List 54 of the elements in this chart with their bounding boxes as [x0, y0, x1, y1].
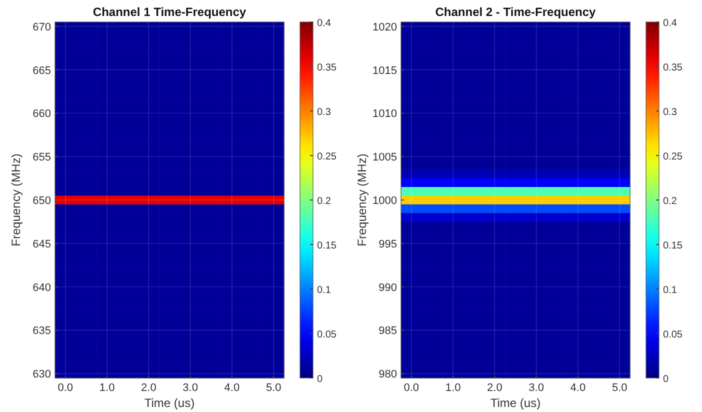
y-tick-label: 655 — [32, 152, 51, 164]
y-tick-label: 635 — [32, 325, 51, 338]
color-bar-label: 0.3 — [663, 107, 678, 118]
y-tick-label: 660 — [32, 108, 51, 120]
x-tick-label: 2.0 — [141, 382, 156, 394]
color-bar-label: 0.35 — [317, 62, 337, 74]
y-axis-title: Frequency (MHz) — [9, 154, 23, 246]
x-tick-label: 0.0 — [58, 382, 74, 394]
y-tick-label: 1020 — [372, 21, 397, 34]
y-tick-label: 665 — [32, 64, 51, 77]
x-tick-label: 3.0 — [182, 382, 198, 394]
y-tick-label: 990 — [378, 282, 397, 294]
color-bar-label: 0.15 — [317, 240, 337, 252]
color-bar-label: 0.3 — [317, 107, 332, 118]
x-tick-label: 0.0 — [404, 382, 420, 394]
color-bar-label: 0.1 — [317, 285, 332, 296]
x-tick-label: 1.0 — [445, 382, 461, 394]
x-tick-label: 5.0 — [612, 382, 628, 394]
color-bar-label: 0.35 — [663, 62, 683, 74]
color-bar-label: 0.15 — [663, 240, 683, 252]
chart-title: Channel 1 Time-Frequency — [92, 5, 246, 19]
color-bar-label: 0.2 — [663, 196, 678, 207]
x-tick-label: 3.0 — [528, 382, 544, 394]
color-bar-label: 0.4 — [663, 18, 678, 29]
x-tick-label: 1.0 — [99, 382, 115, 394]
y-tick-label: 985 — [378, 325, 397, 338]
y-tick-label: 980 — [378, 368, 397, 381]
color-bar-label: 0.25 — [663, 152, 683, 162]
y-tick-label: 1010 — [372, 108, 397, 120]
x-axis-title: Time (us) — [490, 396, 541, 410]
color-bar-label: 0 — [317, 374, 323, 385]
color-bar-label: 0 — [663, 374, 669, 385]
x-tick-label: 4.0 — [224, 382, 240, 394]
y-tick-label: 650 — [32, 195, 51, 207]
y-tick-label: 630 — [32, 368, 51, 381]
x-tick-label: 4.0 — [570, 382, 586, 394]
y-tick-label: 645 — [32, 238, 51, 250]
y-tick-label: 640 — [32, 282, 51, 294]
y-tick-label: 1005 — [372, 152, 397, 164]
y-tick-label: 1015 — [372, 64, 397, 77]
x-axis-title: Time (us) — [144, 396, 195, 410]
y-tick-label: 1000 — [372, 195, 397, 207]
y-axis-title: Frequency (MHz) — [355, 154, 369, 246]
color-bar-label: 0.4 — [317, 18, 332, 29]
color-bar-label: 0.1 — [663, 285, 678, 296]
x-tick-label: 2.0 — [487, 382, 502, 394]
color-bar-label: 0.05 — [663, 330, 683, 340]
color-bar-label: 0.25 — [317, 152, 337, 162]
y-tick-label: 670 — [32, 21, 51, 34]
y-tick-label: 995 — [378, 238, 397, 250]
color-bar-label: 0.05 — [317, 330, 337, 340]
color-bar-label: 0.2 — [317, 196, 332, 207]
x-tick-label: 5.0 — [266, 382, 282, 394]
chart-title: Channel 2 - Time-Frequency — [435, 5, 596, 19]
